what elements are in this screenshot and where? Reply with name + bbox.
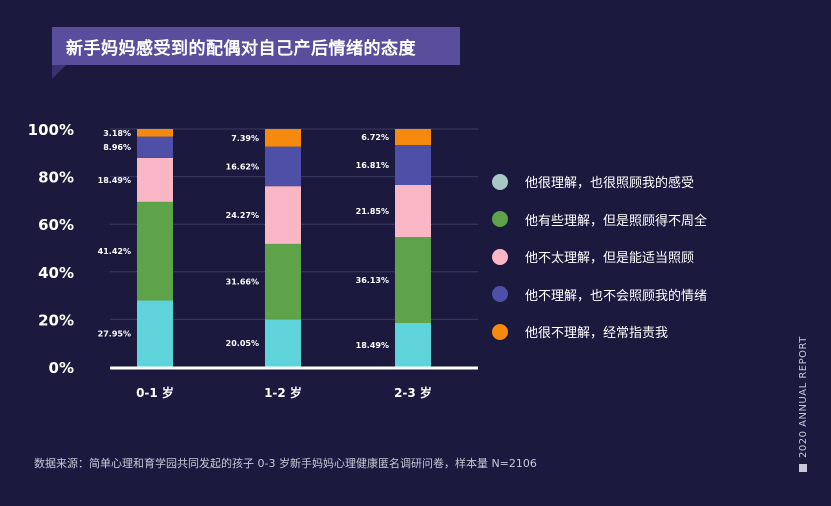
bar-segment <box>137 201 173 301</box>
data-label: 6.72% <box>361 133 389 142</box>
data-label: 24.27% <box>226 211 259 220</box>
bar-segment <box>137 157 173 202</box>
data-label: 27.95% <box>98 330 131 339</box>
bar-segment <box>265 319 301 367</box>
bar-segment <box>395 144 431 186</box>
legend-dot-icon <box>492 286 508 303</box>
legend: 他很理解，也很照顾我的感受 他有些理解，但是照顾得不周全 他不太理解，但是能适当照顾… <box>492 163 707 351</box>
x-tick-label: 0-1 岁 <box>136 385 174 400</box>
bar-segment <box>265 129 301 147</box>
x-tick-label: 2-3 岁 <box>394 385 432 400</box>
bar-segment <box>395 322 431 367</box>
y-tick-label: 80% <box>38 169 74 187</box>
legend-dot-icon <box>492 173 508 190</box>
data-label: 16.62% <box>226 162 259 171</box>
legend-label: 他有些理解，但是照顾得不周全 <box>525 213 708 229</box>
legend-dot-icon <box>492 248 508 265</box>
data-label: 20.05% <box>226 339 259 348</box>
legend-dot-icon <box>492 323 508 340</box>
bar-segment <box>137 136 173 158</box>
legend-label: 他很理解，也很照顾我的感受 <box>525 176 695 192</box>
data-label: 3.18% <box>103 129 131 138</box>
legend-dot-icon <box>492 211 508 228</box>
legend-item: 他不理解，也不会照顾我的情绪 <box>492 276 707 314</box>
legend-label: 他不理解，也不会照顾我的情绪 <box>525 288 708 304</box>
y-tick-label: 100% <box>28 121 74 139</box>
data-label: 18.49% <box>98 176 131 185</box>
data-label: 41.42% <box>98 247 131 256</box>
data-label: 16.81% <box>356 161 389 170</box>
y-tick-label: 0% <box>49 359 74 377</box>
legend-item: 他有些理解，但是照顾得不周全 <box>492 201 707 239</box>
bar-segment <box>265 186 301 244</box>
legend-item: 他很不理解，经常指责我 <box>492 313 707 351</box>
legend-item: 他很理解，也很照顾我的感受 <box>492 163 707 201</box>
report-label-text: 2020 ANNUAL REPORT <box>798 336 809 458</box>
legend-item: 他不太理解，但是能适当照顾 <box>492 238 707 276</box>
data-label: 7.39% <box>231 134 259 143</box>
chart-title: 新手妈妈感受到的配偶对自己产后情绪的态度 <box>66 38 416 59</box>
bar-segment <box>395 129 431 145</box>
report-square-icon <box>799 464 807 472</box>
y-tick-label: 20% <box>38 311 74 329</box>
source-note: 数据来源：简单心理和育学园共同发起的孩子 0-3 岁新手妈妈心理健康匿名调研问卷… <box>34 457 537 470</box>
bar-segment <box>137 129 173 137</box>
chart-title-banner: 新手妈妈感受到的配偶对自己产后情绪的态度 <box>52 27 460 65</box>
y-tick-label: 40% <box>38 264 74 282</box>
side-report-label: 2020 ANNUAL REPORT <box>798 336 809 472</box>
x-tick-label: 1-2 岁 <box>264 385 302 400</box>
data-label: 31.66% <box>226 278 259 287</box>
bars <box>137 129 431 367</box>
legend-label: 他不太理解，但是能适当照顾 <box>525 251 695 267</box>
data-labels: 27.95% 41.42% 18.49% 8.96% 3.18% 20.05% 31.66%… <box>98 129 389 350</box>
data-label: 21.85% <box>356 207 389 216</box>
bar-segment <box>395 185 431 238</box>
legend-label: 他很不理解，经常指责我 <box>525 326 669 342</box>
bar-segment <box>265 243 301 320</box>
stacked-bar-chart: 0% 20% 40% 60% 80% 100% 27.95% 41.42% 18.49% 8.9… <box>28 121 478 400</box>
y-tick-label: 60% <box>38 216 74 234</box>
data-label: 18.49% <box>356 341 389 350</box>
bar-segment <box>395 237 431 323</box>
data-label: 36.13% <box>356 276 389 285</box>
x-axis-ticks: 0-1 岁 1-2 岁 2-3 岁 <box>136 385 432 400</box>
bar-segment <box>137 300 173 367</box>
data-label: 8.96% <box>103 143 131 152</box>
title-banner-tail <box>52 65 66 79</box>
y-axis-ticks: 0% 20% 40% 60% 80% 100% <box>28 121 74 377</box>
bar-segment <box>265 146 301 187</box>
